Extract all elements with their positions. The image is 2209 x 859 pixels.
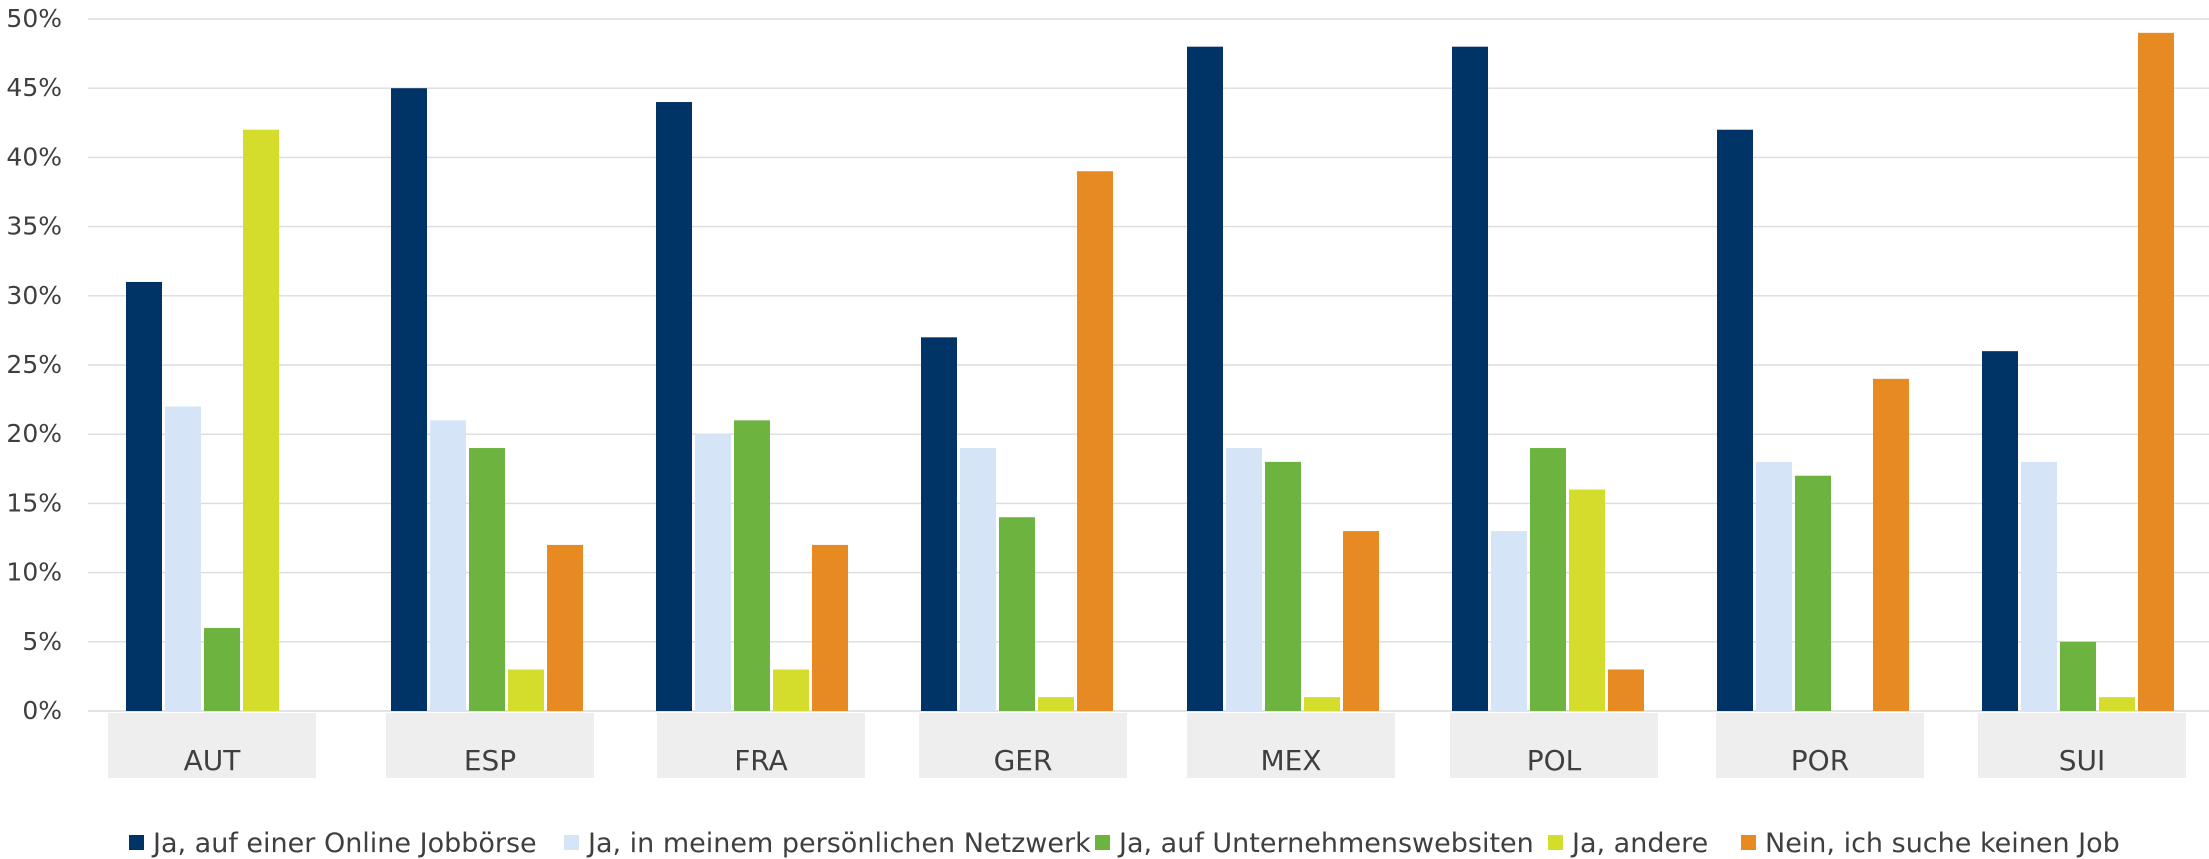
bar-por-series-3 [1795,475,1831,711]
bar-esp-series-4 [508,669,544,711]
bar-fra-series-1 [656,102,692,712]
category-label-box [108,713,316,778]
y-tick-label: 5% [22,627,62,656]
bar-aut-series-2 [165,406,201,711]
bar-fra-series-3 [734,420,770,711]
x-tick-label: ESP [464,744,516,777]
bar-fra-series-2 [695,434,731,711]
bar-sui-series-5 [2138,32,2174,711]
category-label-box [1978,713,2186,778]
bar-mex-series-2 [1226,448,1262,711]
bar-pol-series-3 [1530,448,1566,711]
y-tick-label: 30% [6,281,62,310]
bar-pol-series-1 [1452,46,1488,712]
y-axis: 0% 5% 10% 15% 20% 25% 30% 35% 40% 45% 50% [6,4,62,725]
bar-esp-series-3 [469,448,505,711]
bar-sui-series-4 [2099,697,2135,711]
legend: Ja, auf einer Online Jobbörse Ja, in mein… [129,828,2120,859]
y-tick-label: 0% [22,696,62,725]
category-boxes [108,713,2186,778]
bar-mex-series-1 [1187,46,1223,712]
y-tick-label: 45% [6,73,62,102]
category-label-box [1187,713,1395,778]
bar-esp-series-2 [430,420,466,711]
bar-fra-series-4 [773,669,809,711]
bar-por-series-5 [1873,378,1909,711]
y-tick-label: 15% [6,488,62,517]
bar-por-series-1 [1717,129,1753,712]
category-label-box [919,713,1127,778]
x-tick-label: MEX [1260,744,1321,777]
y-tick-label: 50% [6,4,62,33]
x-tick-label: POL [1527,744,1582,777]
bar-pol-series-5 [1608,669,1644,711]
bar-por-series-2 [1756,461,1792,711]
bar-esp-series-1 [391,88,427,711]
bar-aut-series-1 [126,281,162,711]
x-tick-label: GER [994,744,1053,777]
y-tick-label: 25% [6,350,62,379]
category-label-box [1450,713,1658,778]
legend-label: Ja, andere [1570,828,1708,859]
category-label-box [386,713,594,778]
bar-aut-series-3 [204,627,240,711]
bar-ger-series-3 [999,517,1035,711]
bar-fra-series-5 [812,544,848,711]
legend-label: Ja, auf Unternehmenswebsiten [1117,828,1534,859]
bar-ger-series-2 [960,448,996,711]
legend-swatch [1095,835,1110,850]
bar-mex-series-5 [1343,531,1379,711]
y-tick-label: 20% [6,419,62,448]
bar-aut-series-4 [243,129,279,712]
y-tick-label: 10% [6,558,62,587]
category-label-box [1716,713,1924,778]
y-tick-label: 40% [6,142,62,171]
bar-ger-series-1 [921,337,957,711]
x-tick-label: SUI [2059,744,2106,777]
y-tick-label: 35% [6,212,62,241]
legend-label: Nein, ich suche keinen Job [1765,828,2120,859]
bar-esp-series-5 [547,544,583,711]
legend-swatch [1548,835,1563,850]
bar-sui-series-2 [2021,461,2057,711]
x-tick-label: FRA [734,744,788,777]
bars [126,32,2174,712]
legend-label: Ja, auf einer Online Jobbörse [151,828,537,859]
x-tick-label: POR [1791,744,1849,777]
bar-mex-series-4 [1304,697,1340,711]
category-label-box [657,713,865,778]
legend-label: Ja, in meinem persönlichen Netzwerk [586,828,1091,859]
x-axis: AUT ESP FRA GER MEX POL POR SUI [184,744,2106,777]
bar-mex-series-3 [1265,461,1301,711]
x-tick-label: AUT [184,744,242,777]
bar-sui-series-3 [2060,641,2096,711]
bar-pol-series-2 [1491,531,1527,711]
legend-swatch [129,835,144,850]
bar-ger-series-4 [1038,697,1074,711]
bar-ger-series-5 [1077,171,1113,712]
legend-swatch [564,835,579,850]
bar-sui-series-1 [1982,351,2018,711]
bar-pol-series-4 [1569,489,1605,711]
legend-swatch [1741,835,1756,850]
